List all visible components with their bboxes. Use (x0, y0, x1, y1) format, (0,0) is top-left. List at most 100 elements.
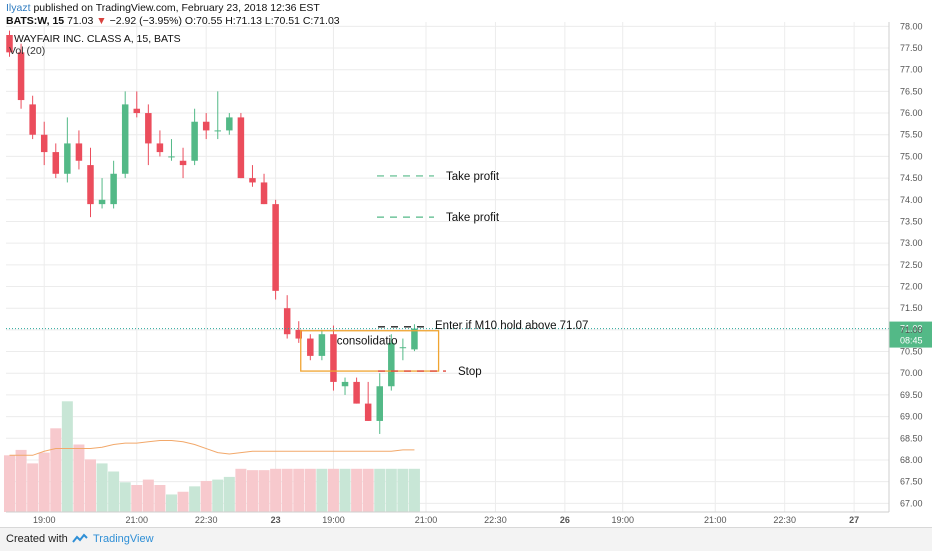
volume-bar (84, 459, 96, 512)
volume-bar (385, 468, 397, 512)
volume-bar (38, 452, 50, 512)
volume-indicator-label[interactable]: Vol (20) (9, 45, 46, 57)
volume-bar (142, 479, 154, 512)
y-tick-label: 74.50 (900, 173, 923, 183)
candle (87, 147, 94, 218)
x-tick-label: 22:30 (195, 515, 218, 525)
candle-body (156, 143, 164, 153)
y-tick-label: 71.50 (900, 303, 923, 313)
candle (260, 173, 268, 205)
consolidation-label: consolidatio (337, 336, 398, 348)
volume-bar (316, 468, 328, 512)
consolidation-box (300, 330, 440, 372)
candle-body (17, 52, 25, 101)
volume-bar (119, 482, 131, 512)
candle-body (318, 334, 326, 356)
tradingview-brand-link[interactable]: TradingView (93, 533, 154, 545)
volume-bar (397, 468, 409, 512)
volume-bar (177, 491, 189, 512)
take-profit-label: Take profit (446, 212, 500, 224)
current-price-label: 71.03 (900, 324, 923, 334)
candle (75, 130, 83, 170)
candle (237, 113, 245, 179)
candle-body (272, 204, 279, 291)
time-axis[interactable]: 19:00 21:00 22:30 23 19:00 21:00 22:30 26 19:00 2… (6, 511, 889, 525)
chart-grid (6, 22, 889, 512)
volume-bar (293, 468, 305, 512)
footer-bar: Created with TradingView (0, 527, 932, 551)
candle-body (64, 143, 71, 174)
candle-body (110, 173, 117, 205)
candle (121, 91, 129, 179)
chart-annotations: 71.03 08:45 consolidatio Take profit Take pr… (6, 171, 932, 378)
ohlc-values: O:70.55 H:71.13 L:70.51 C:71.03 (184, 15, 340, 27)
volume-bar (408, 468, 420, 512)
y-tick-label: 69.00 (900, 412, 923, 422)
candle-body (133, 108, 141, 114)
x-tick-label: 27 (849, 515, 859, 525)
x-tick-label: 22:30 (484, 515, 507, 525)
candle-body (40, 134, 48, 153)
x-tick-label: 19:00 (33, 515, 56, 525)
price-chart[interactable]: 71.03 08:45 consolidatio Take profit Take pr… (0, 0, 932, 527)
candle-body (260, 182, 268, 205)
current-price-tag (889, 321, 932, 348)
candle-body (249, 178, 256, 183)
ticker-symbol: BATS:W, 15 (6, 15, 65, 27)
x-tick-label: 19:00 (322, 515, 345, 525)
y-tick-label: 67.50 (900, 477, 923, 487)
candle-body (202, 121, 210, 131)
volume-bar (165, 494, 177, 512)
candle (40, 121, 48, 166)
volume-bar (27, 463, 39, 512)
volume-bar (131, 485, 143, 512)
candlesticks (6, 30, 418, 434)
y-tick-label: 70.50 (900, 347, 923, 357)
y-tick-label: 68.00 (900, 455, 923, 465)
candle-body (411, 328, 418, 350)
price-change: −2.92 (−3.95%) (109, 15, 182, 27)
y-tick-label: 67.00 (900, 498, 923, 508)
candle-body (295, 329, 302, 339)
candle (98, 178, 106, 209)
y-tick-label: 77.50 (900, 43, 923, 53)
y-tick-label: 72.50 (900, 260, 923, 270)
volume-bar (96, 463, 108, 512)
candle (353, 377, 360, 404)
volume-bar (200, 480, 212, 512)
candle-body (179, 160, 187, 166)
candle-body (191, 121, 198, 161)
x-tick-label: 26 (560, 515, 570, 525)
candle (52, 143, 60, 179)
candle (133, 91, 141, 118)
candle (226, 113, 233, 135)
candle-body (52, 152, 60, 174)
y-tick-label: 76.00 (900, 108, 923, 118)
publisher-name[interactable]: Ilyazt (6, 2, 31, 14)
price-axis[interactable]: 67.00 67.50 68.00 68.50 69.00 69.50 70.00 70.50… (888, 21, 923, 512)
y-tick-label: 76.50 (900, 86, 923, 96)
volume-bar (108, 471, 120, 512)
volume-bar (339, 468, 351, 512)
volume-bar (235, 468, 247, 512)
candle (341, 377, 349, 395)
volume-bar (281, 468, 293, 512)
tradingview-logo-icon (72, 533, 88, 543)
volume-moving-average (9, 439, 415, 456)
x-tick-label: 21:00 (126, 515, 149, 525)
candle-body (341, 381, 349, 387)
candle-body (98, 199, 106, 205)
candle (156, 130, 164, 157)
candle-body (145, 113, 152, 144)
stop-label: Stop (458, 366, 482, 378)
last-price: 71.03 (67, 15, 94, 27)
publisher-line: Ilyazt published on TradingView.com, Feb… (6, 2, 320, 14)
candle-body (237, 117, 245, 179)
take-profit-label: Take profit (446, 171, 500, 183)
volume-bars (4, 401, 420, 512)
x-tick-label: 21:00 (415, 515, 438, 525)
candle-body (353, 381, 360, 404)
volume-bar (304, 468, 316, 512)
y-tick-label: 77.00 (900, 65, 923, 75)
candle (399, 338, 407, 361)
